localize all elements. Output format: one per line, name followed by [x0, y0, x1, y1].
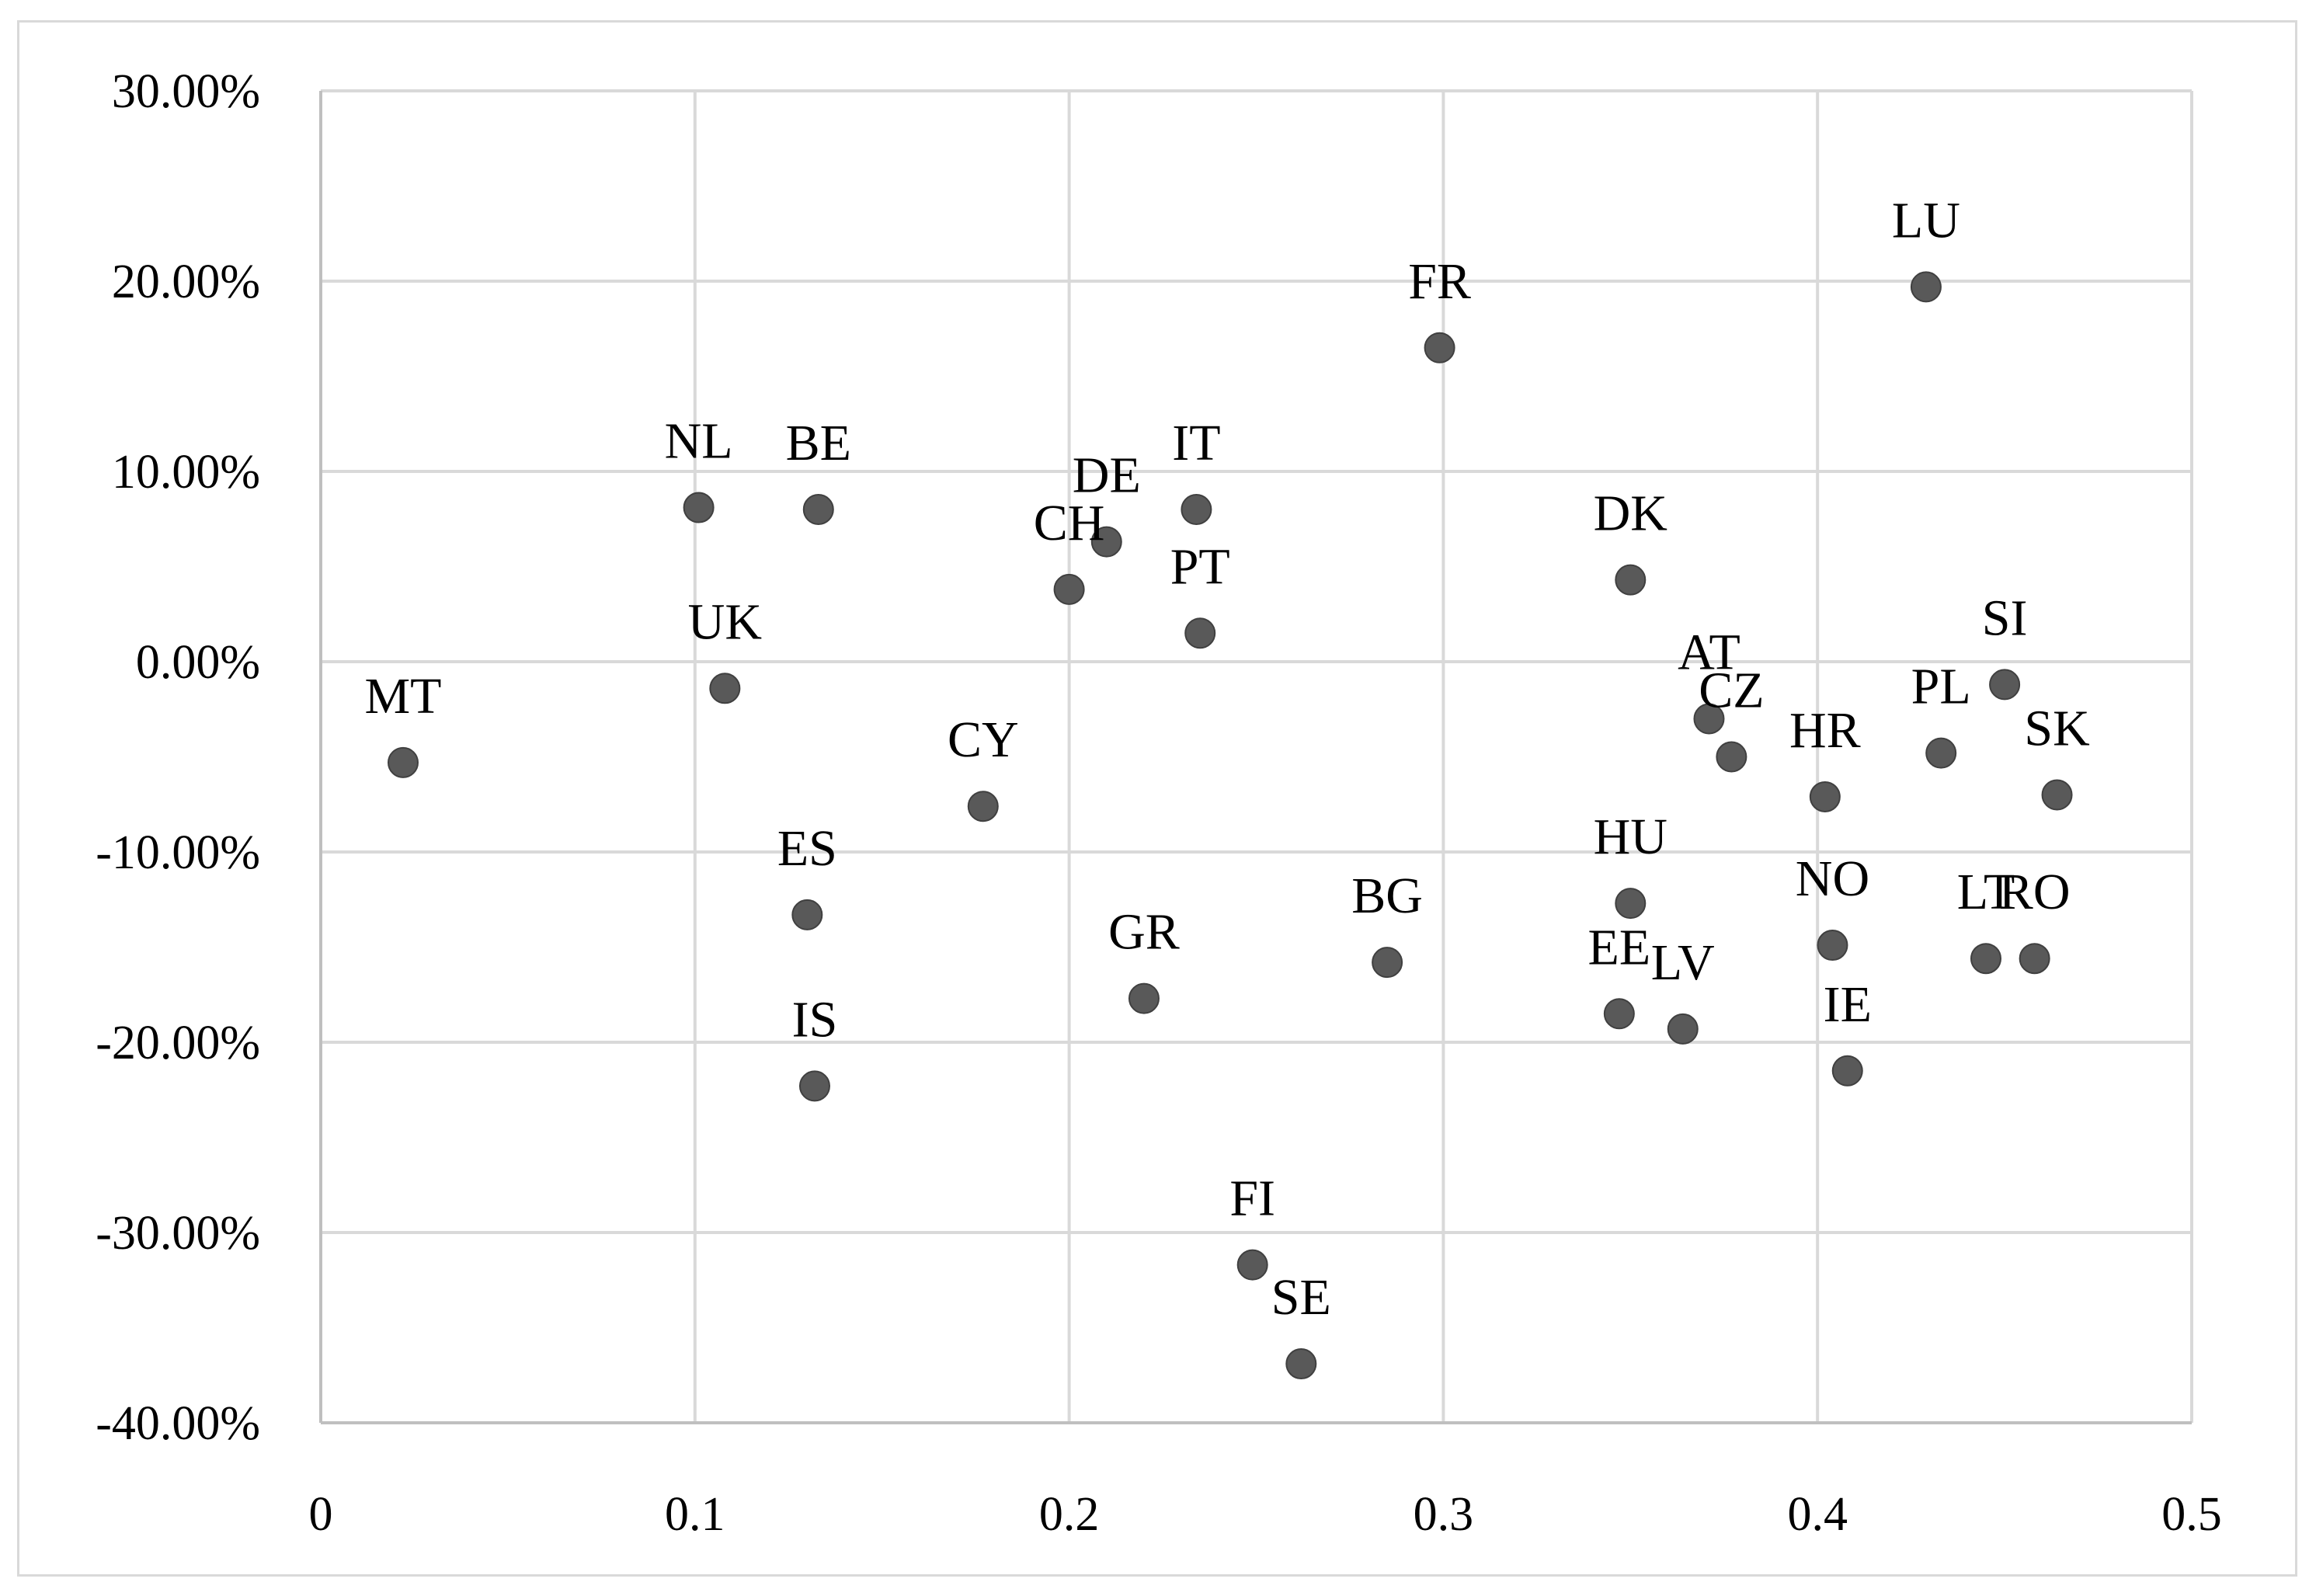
y-tick-label: 0.00%: [136, 636, 260, 689]
y-tick-label: 10.00%: [112, 446, 260, 499]
y-tick-label: -30.00%: [96, 1207, 260, 1260]
data-point-cy: [967, 791, 999, 822]
point-label-dk: DK: [1594, 485, 1667, 542]
point-label-uk: UK: [688, 593, 762, 650]
data-point-gr: [1128, 982, 1160, 1014]
point-label-mt: MT: [364, 668, 441, 725]
data-point-lt: [1970, 943, 2002, 975]
point-label-bg: BG: [1351, 868, 1423, 924]
data-point-dk: [1615, 564, 1647, 596]
data-point-it: [1181, 494, 1212, 525]
data-point-no: [1817, 930, 1848, 961]
y-tick-label: -40.00%: [96, 1397, 260, 1450]
point-label-se: SE: [1271, 1269, 1331, 1326]
x-tick-label: 0.5: [2161, 1488, 2222, 1541]
point-label-cz: CZ: [1699, 662, 1764, 719]
point-label-lv: LV: [1651, 934, 1715, 991]
data-point-uk: [709, 673, 741, 704]
point-label-be: BE: [786, 415, 851, 471]
point-label-hu: HU: [1594, 808, 1667, 865]
data-point-de: [1090, 526, 1122, 558]
point-label-ro: RO: [1999, 864, 2071, 920]
data-point-at: [1693, 703, 1725, 735]
data-point-ro: [2019, 943, 2050, 975]
point-label-gr: GR: [1108, 904, 1180, 961]
x-tick-label: 0.2: [1039, 1488, 1100, 1541]
data-point-nl: [683, 492, 715, 523]
y-axis-ticks: 30.00% 20.00% 10.00% 0.00% -10.00% -20.00% -30…: [96, 65, 260, 1450]
point-label-lu: LU: [1892, 192, 1960, 249]
data-point-be: [802, 494, 834, 525]
point-label-nl: NL: [665, 413, 733, 470]
point-label-no: NO: [1796, 850, 1869, 907]
data-point-fr: [1424, 332, 1455, 363]
point-label-es: ES: [777, 820, 837, 877]
point-label-fi: FI: [1229, 1170, 1275, 1227]
data-point-es: [791, 899, 823, 930]
data-point-hu: [1615, 888, 1647, 920]
point-label-pl: PL: [1911, 659, 1971, 715]
point-label-it: IT: [1172, 415, 1220, 471]
x-axis-ticks: 0 0.1 0.2 0.3 0.4 0.5: [309, 1488, 2222, 1541]
point-label-de: DE: [1073, 447, 1141, 504]
data-point-fi: [1236, 1249, 1268, 1281]
data-point-lv: [1667, 1013, 1699, 1045]
point-label-lt: LT: [1957, 864, 2015, 920]
data-point-bg: [1372, 947, 1403, 979]
data-point-pl: [1925, 737, 1957, 769]
data-point-is: [798, 1070, 830, 1102]
data-points: [387, 271, 2073, 1380]
y-tick-label: -20.00%: [96, 1017, 260, 1069]
axes: [319, 91, 2192, 1424]
point-label-ie: IE: [1824, 976, 1872, 1033]
point-label-fr: FR: [1408, 253, 1471, 310]
x-tick-label: 0: [309, 1488, 333, 1541]
data-point-si: [1989, 669, 2021, 701]
data-point-pt: [1184, 617, 1216, 649]
data-point-sk: [2041, 779, 2073, 811]
data-point-ch: [1053, 573, 1085, 605]
point-label-ee: EE: [1588, 919, 1651, 975]
data-point-se: [1285, 1348, 1317, 1380]
x-tick-label: 0.1: [665, 1488, 725, 1541]
point-label-pt: PT: [1170, 538, 1230, 595]
data-point-mt: [387, 746, 419, 778]
y-tick-label: 20.00%: [112, 256, 260, 308]
data-point-hr: [1809, 781, 1841, 812]
point-label-is: IS: [792, 991, 838, 1048]
point-label-ch: CH: [1034, 495, 1105, 551]
point-label-hr: HR: [1789, 702, 1861, 759]
point-label-sk: SK: [2024, 701, 2089, 757]
point-label-cy: CY: [948, 711, 1019, 768]
data-point-lu: [1910, 271, 1942, 303]
data-point-ie: [1831, 1055, 1863, 1087]
y-tick-label: 30.00%: [112, 65, 260, 118]
data-point-cz: [1716, 741, 1747, 773]
point-label-si: SI: [1982, 589, 2028, 646]
x-tick-label: 0.4: [1787, 1488, 1848, 1541]
point-label-at: AT: [1678, 624, 1740, 681]
data-point-ee: [1603, 998, 1635, 1030]
y-tick-label: -10.00%: [96, 826, 260, 879]
x-tick-label: 0.3: [1414, 1488, 1474, 1541]
